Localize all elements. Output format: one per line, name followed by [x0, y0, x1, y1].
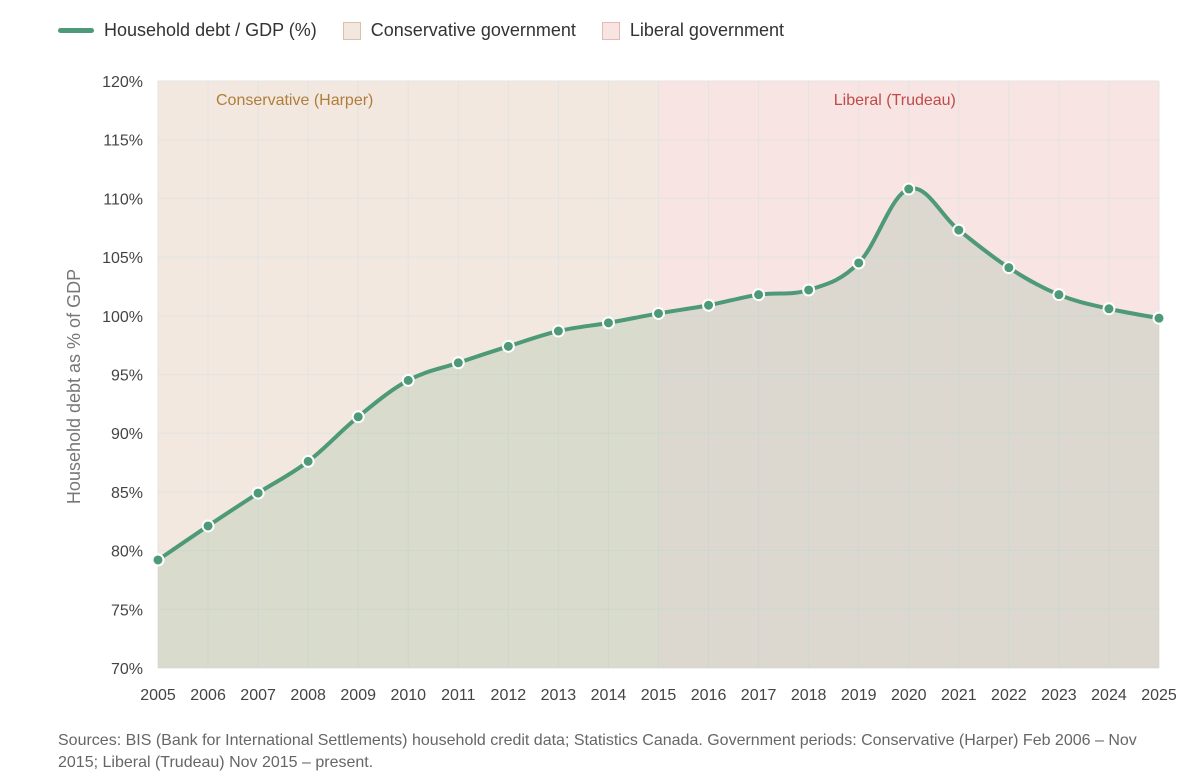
legend-item-conservative[interactable]: Conservative government: [342, 20, 576, 41]
x-tick-label: 2016: [691, 687, 727, 704]
y-tick-label: 105%: [102, 250, 143, 267]
x-tick-label: 2014: [591, 687, 627, 704]
data-point-2013: [551, 324, 565, 338]
x-tick-label: 2007: [240, 687, 276, 704]
y-tick-label: 75%: [111, 602, 143, 619]
x-tick-label: 2006: [190, 687, 226, 704]
x-tick-label: 2010: [390, 687, 426, 704]
region-label-liberal: Liberal (Trudeau): [834, 92, 956, 109]
x-tick-label: 2013: [541, 687, 577, 704]
y-tick-label: 90%: [111, 426, 143, 443]
x-tick-label: 2008: [290, 687, 326, 704]
data-point-2025: [1152, 311, 1166, 325]
y-axis-title: Household debt as % of GDP: [64, 269, 84, 504]
x-tick-label: 2024: [1091, 687, 1127, 704]
x-tick-label: 2018: [791, 687, 827, 704]
data-point-2005: [151, 553, 165, 567]
data-point-2016: [702, 298, 716, 312]
region-label-conservative: Conservative (Harper): [216, 92, 373, 109]
source-note: Sources: BIS (Bank for International Set…: [58, 732, 1137, 771]
legend-liberal-label: Liberal government: [629, 20, 784, 40]
data-point-2015: [652, 306, 665, 320]
data-point-2014: [601, 316, 615, 330]
y-tick-label: 85%: [111, 485, 143, 502]
data-point-2006: [201, 519, 215, 533]
debt-gdp-chart: Conservative (Harper) Liberal (Trudeau) 70…: [64, 74, 1177, 704]
data-point-2012: [501, 339, 515, 353]
x-tick-label: 2020: [891, 687, 927, 704]
data-point-2020: [902, 182, 916, 196]
data-point-2019: [852, 256, 866, 270]
y-tick-label: 70%: [111, 661, 143, 678]
data-point-2021: [952, 223, 966, 237]
data-point-2017: [752, 288, 766, 302]
data-point-2008: [301, 454, 315, 468]
legend-item-liberal[interactable]: Liberal government: [601, 20, 784, 41]
data-point-2018: [802, 283, 816, 297]
y-tick-label: 100%: [102, 309, 143, 326]
data-point-2007: [251, 486, 265, 500]
x-tick-label: 2005: [140, 687, 176, 704]
y-tick-label: 80%: [111, 544, 143, 561]
y-tick-label: 95%: [111, 368, 143, 385]
x-tick-label: 2017: [741, 687, 777, 704]
legend-line-swatch: [58, 28, 94, 33]
x-tick-label: 2025: [1141, 687, 1177, 704]
y-tick-label: 110%: [103, 191, 143, 208]
legend-conservative-label: Conservative government: [370, 20, 576, 40]
x-tick-label: 2022: [991, 687, 1027, 704]
legend-liberal-swatch: [601, 21, 620, 40]
x-tick-label: 2021: [941, 687, 977, 704]
data-point-2010: [401, 373, 415, 387]
y-tick-label: 115%: [103, 133, 143, 150]
data-point-2011: [451, 356, 465, 370]
series-area: [158, 188, 1159, 668]
x-tick-label: 2012: [491, 687, 527, 704]
legend-item-series[interactable]: Household debt / GDP (%): [58, 20, 317, 41]
chart-legend: Household debt / GDP (%) Conservative go…: [58, 20, 810, 41]
data-point-2022: [1002, 261, 1016, 275]
x-tick-label: 2023: [1041, 687, 1077, 704]
data-point-2023: [1052, 288, 1066, 302]
data-point-2024: [1102, 302, 1116, 316]
legend-series-label: Household debt / GDP (%): [104, 20, 317, 40]
x-tick-label: 2011: [441, 687, 476, 704]
y-tick-label: 120%: [102, 74, 143, 91]
data-point-2009: [351, 410, 365, 424]
x-tick-label: 2009: [340, 687, 376, 704]
x-tick-label: 2015: [641, 687, 677, 704]
x-tick-label: 2019: [841, 687, 877, 704]
legend-conservative-swatch: [342, 21, 361, 40]
